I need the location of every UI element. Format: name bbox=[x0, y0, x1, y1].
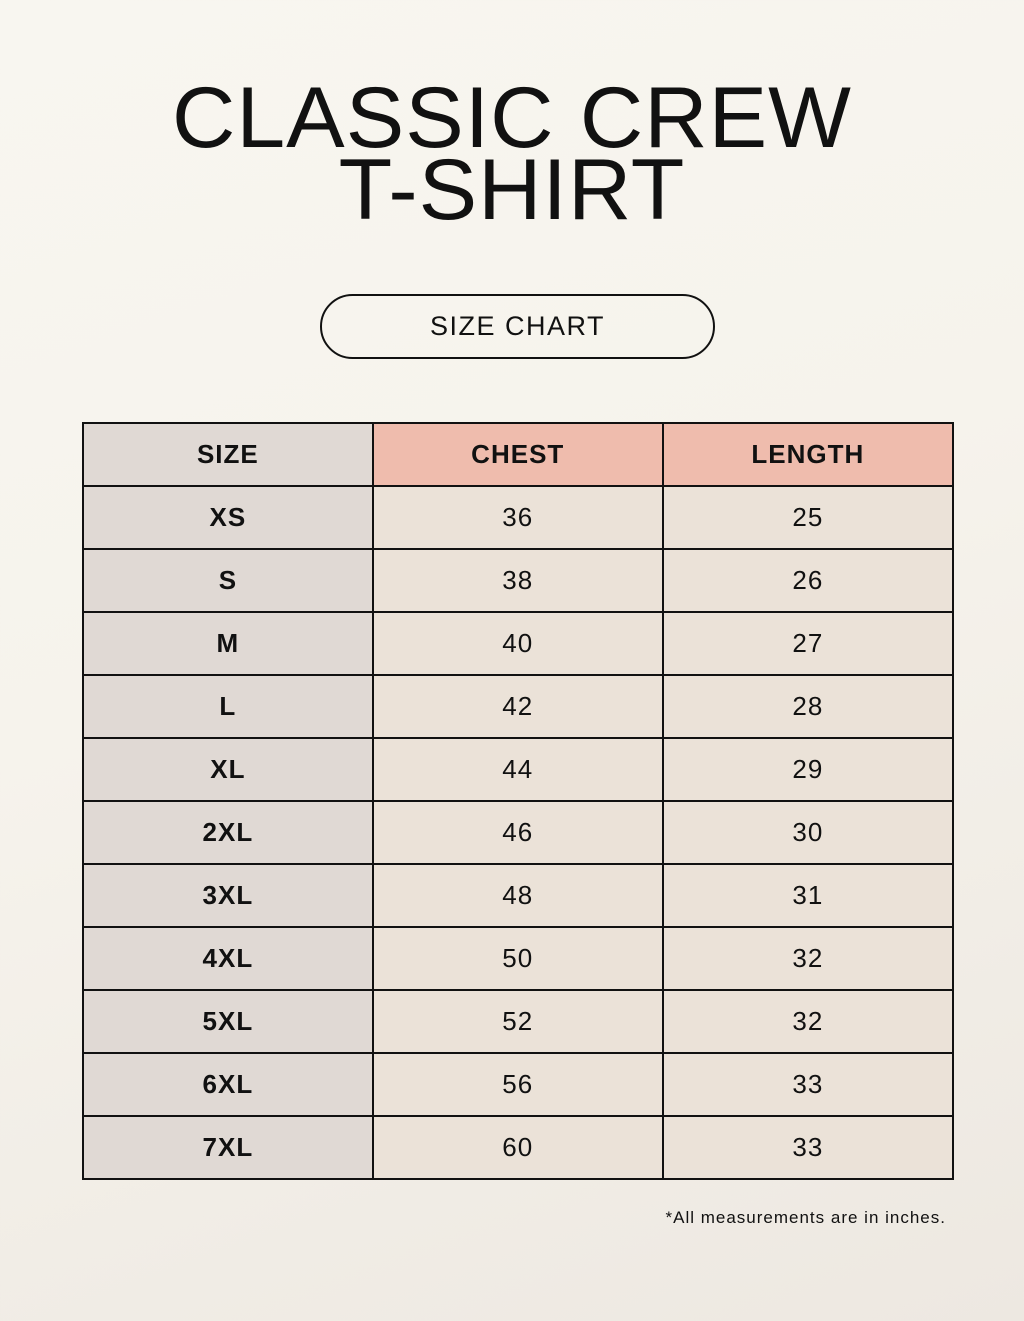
cell-length: 26 bbox=[661, 548, 955, 613]
cell-chest: 40 bbox=[371, 611, 664, 676]
title-line-2: T-SHIRT bbox=[338, 142, 686, 238]
cell-size: S bbox=[82, 548, 374, 613]
table-row: 6XL 56 33 bbox=[82, 1052, 955, 1117]
cell-size: 5XL bbox=[82, 989, 374, 1054]
table-row: XS 36 25 bbox=[82, 485, 955, 550]
cell-size: XS bbox=[82, 485, 374, 550]
cell-length: 28 bbox=[661, 674, 955, 739]
cell-size: 6XL bbox=[82, 1052, 374, 1117]
cell-size: 7XL bbox=[82, 1115, 374, 1180]
table-row: 3XL 48 31 bbox=[82, 863, 955, 928]
cell-length: 27 bbox=[661, 611, 955, 676]
header-size: SIZE bbox=[82, 422, 374, 487]
table-row: 5XL 52 32 bbox=[82, 989, 955, 1054]
cell-size: M bbox=[82, 611, 374, 676]
cell-length: 33 bbox=[661, 1115, 955, 1180]
cell-length: 25 bbox=[661, 485, 955, 550]
cell-length: 31 bbox=[661, 863, 955, 928]
cell-chest: 48 bbox=[371, 863, 664, 928]
table-row: M 40 27 bbox=[82, 611, 955, 676]
cell-size: 2XL bbox=[82, 800, 374, 865]
cell-chest: 38 bbox=[371, 548, 664, 613]
table-row: XL 44 29 bbox=[82, 737, 955, 802]
table-row: L 42 28 bbox=[82, 674, 955, 739]
table-row: S 38 26 bbox=[82, 548, 955, 613]
cell-length: 32 bbox=[661, 989, 955, 1054]
size-chart-table: SIZE CHEST LENGTH XS 36 25 S 38 26 M 40 27 L 42 28 X… bbox=[82, 422, 955, 1180]
cell-length: 32 bbox=[661, 926, 955, 991]
header-length: LENGTH bbox=[661, 422, 955, 487]
title-line-1: CLASSIC CREW bbox=[171, 70, 852, 166]
table-row: 4XL 50 32 bbox=[82, 926, 955, 991]
cell-chest: 60 bbox=[371, 1115, 664, 1180]
size-chart-badge: SIZE CHART bbox=[320, 294, 715, 359]
cell-length: 30 bbox=[661, 800, 955, 865]
cell-chest: 44 bbox=[371, 737, 664, 802]
table-row: 7XL 60 33 bbox=[82, 1115, 955, 1180]
cell-chest: 36 bbox=[371, 485, 664, 550]
cell-size: 3XL bbox=[82, 863, 374, 928]
cell-chest: 42 bbox=[371, 674, 664, 739]
table-row: 2XL 46 30 bbox=[82, 800, 955, 865]
cell-chest: 52 bbox=[371, 989, 664, 1054]
header-chest: CHEST bbox=[371, 422, 664, 487]
cell-size: 4XL bbox=[82, 926, 374, 991]
cell-size: XL bbox=[82, 737, 374, 802]
cell-chest: 50 bbox=[371, 926, 664, 991]
cell-length: 29 bbox=[661, 737, 955, 802]
footnote: *All measurements are in inches. bbox=[665, 1208, 946, 1227]
cell-chest: 56 bbox=[371, 1052, 664, 1117]
cell-length: 33 bbox=[661, 1052, 955, 1117]
cell-size: L bbox=[82, 674, 374, 739]
cell-chest: 46 bbox=[371, 800, 664, 865]
table-header-row: SIZE CHEST LENGTH bbox=[82, 422, 955, 487]
page-title: CLASSIC CREW T-SHIRT bbox=[0, 70, 1024, 238]
